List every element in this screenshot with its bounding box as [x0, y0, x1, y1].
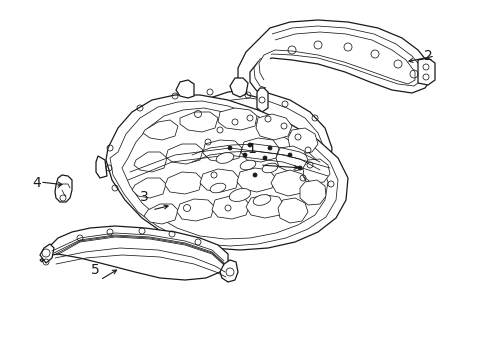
Polygon shape: [246, 195, 284, 218]
Polygon shape: [241, 138, 279, 162]
Polygon shape: [189, 98, 325, 212]
Polygon shape: [325, 172, 338, 192]
Polygon shape: [132, 178, 166, 198]
Text: 4: 4: [32, 176, 41, 190]
Ellipse shape: [216, 153, 234, 163]
Polygon shape: [165, 172, 202, 194]
Polygon shape: [237, 168, 275, 192]
Polygon shape: [300, 180, 326, 205]
Circle shape: [253, 173, 257, 177]
Polygon shape: [257, 88, 268, 112]
Polygon shape: [212, 196, 250, 219]
Polygon shape: [177, 199, 214, 221]
Polygon shape: [418, 58, 435, 85]
Polygon shape: [192, 105, 205, 123]
Polygon shape: [166, 144, 203, 164]
Polygon shape: [220, 260, 238, 282]
Circle shape: [298, 166, 302, 170]
Polygon shape: [218, 108, 257, 130]
Polygon shape: [256, 114, 292, 140]
Polygon shape: [176, 80, 194, 98]
Polygon shape: [134, 152, 167, 172]
Polygon shape: [122, 108, 328, 239]
Circle shape: [268, 146, 272, 150]
Polygon shape: [230, 78, 248, 97]
Text: 5: 5: [91, 263, 100, 277]
Polygon shape: [303, 159, 330, 183]
Polygon shape: [203, 140, 242, 162]
Ellipse shape: [240, 160, 256, 170]
Polygon shape: [110, 101, 338, 246]
Polygon shape: [181, 198, 195, 218]
Polygon shape: [288, 128, 318, 154]
Polygon shape: [238, 20, 432, 98]
Circle shape: [228, 146, 232, 150]
Circle shape: [248, 143, 252, 147]
Circle shape: [263, 156, 267, 160]
Polygon shape: [96, 156, 107, 178]
Ellipse shape: [210, 183, 226, 193]
Circle shape: [243, 153, 247, 157]
Polygon shape: [55, 175, 72, 202]
Polygon shape: [40, 244, 54, 263]
Polygon shape: [276, 146, 308, 172]
Polygon shape: [271, 170, 307, 196]
Polygon shape: [278, 198, 308, 223]
Ellipse shape: [229, 189, 251, 202]
Polygon shape: [106, 95, 348, 250]
Ellipse shape: [262, 163, 278, 173]
Polygon shape: [144, 204, 178, 224]
Polygon shape: [40, 226, 228, 280]
Text: 2: 2: [424, 49, 433, 63]
Polygon shape: [259, 32, 415, 84]
Ellipse shape: [253, 195, 271, 205]
Polygon shape: [254, 26, 422, 88]
Polygon shape: [200, 169, 239, 192]
Text: 3: 3: [140, 190, 149, 204]
Circle shape: [288, 153, 292, 157]
Polygon shape: [180, 112, 218, 132]
Polygon shape: [143, 120, 178, 140]
Polygon shape: [182, 90, 332, 218]
Text: 1: 1: [248, 143, 257, 156]
